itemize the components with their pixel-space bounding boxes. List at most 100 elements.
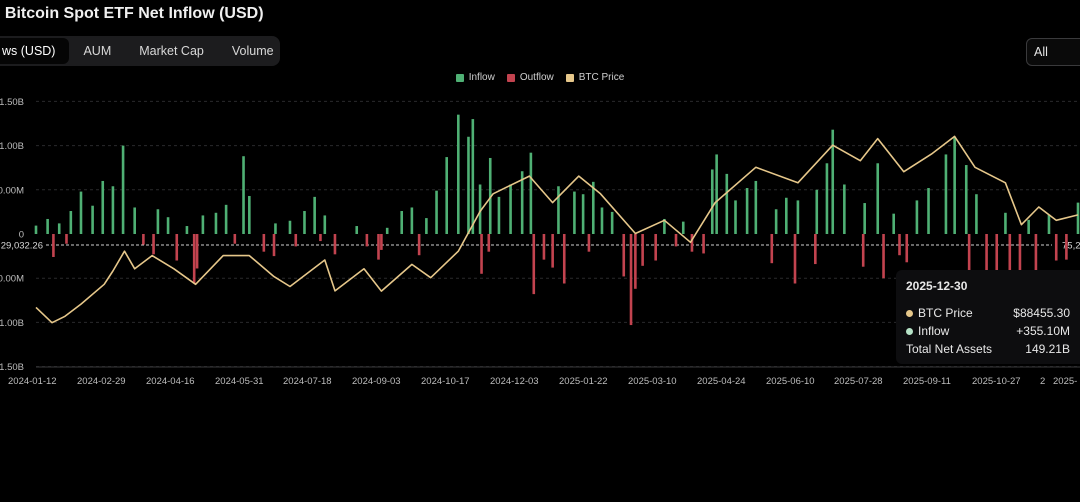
inflow-bar	[467, 136, 470, 234]
inflow-bar	[1076, 202, 1080, 234]
outflow-bar	[793, 234, 797, 284]
inflow-bar	[471, 119, 475, 234]
tab-market-cap[interactable]: Market Cap	[139, 44, 204, 58]
outflow-bar	[674, 234, 678, 247]
tooltip-row-assets: Total Net Assets 149.21B	[906, 342, 1070, 356]
inflow-bar	[715, 154, 718, 234]
x-tick-label: 2024-01-12	[8, 376, 57, 387]
inflow-bar	[953, 136, 956, 234]
range-select[interactable]: All	[1026, 38, 1080, 66]
outflow-bar	[702, 234, 705, 254]
inflow-bar	[831, 129, 835, 234]
inflow-bar	[591, 181, 595, 234]
outflow-bar	[377, 234, 380, 260]
y-tick-label: 1.00B	[0, 318, 24, 329]
outflow-bar	[294, 234, 298, 247]
chart-tooltip: 2025-12-30 BTC Price $88455.30 Inflow +3…	[896, 270, 1080, 364]
x-tick-label: 2024-09-03	[352, 376, 401, 387]
outflow-bar	[333, 234, 337, 255]
x-tick-label: 2024-04-16	[146, 376, 195, 387]
inflow-bar	[400, 211, 404, 234]
x-tick-label: 2025-04-24	[697, 376, 746, 387]
inflow-dot-icon	[906, 328, 913, 335]
outflow-bar	[480, 234, 483, 274]
outflow-bar	[1054, 234, 1058, 261]
outflow-bar	[417, 234, 421, 256]
inflow-bar	[581, 194, 585, 234]
outflow-bar	[898, 234, 901, 256]
metric-tabs: ws (USD) AUM Market Cap Volume	[0, 36, 280, 66]
inflow-bar	[385, 227, 389, 234]
tooltip-inflow-label: Inflow	[918, 324, 950, 338]
legend-inflow-label: Inflow	[468, 72, 495, 83]
outflow-bar	[487, 234, 491, 252]
outflow-bar	[152, 234, 155, 255]
x-tick-label: 2024-05-31	[215, 376, 264, 387]
outflow-swatch	[506, 73, 515, 82]
outflow-bar	[814, 234, 817, 265]
tab-flows[interactable]: ws (USD)	[0, 38, 70, 64]
x-tick-label: 2025-10-27	[972, 376, 1021, 387]
inflow-bar	[111, 186, 115, 234]
x-tick-label: 2025-03-10	[628, 376, 677, 387]
inflow-bar	[944, 154, 948, 234]
inflow-bar	[745, 188, 749, 234]
outflow-bar	[654, 234, 657, 261]
tooltip-price-label: BTC Price	[918, 306, 973, 320]
inflow-bar	[121, 145, 125, 234]
x-tick-label: 2025-09-11	[903, 376, 951, 387]
inflow-bar	[892, 213, 895, 234]
outflow-bar	[551, 234, 554, 268]
inflow-bar	[445, 157, 449, 234]
inflow-bar	[69, 211, 73, 234]
inflow-bar	[600, 207, 604, 234]
tooltip-assets-label: Total Net Assets	[906, 342, 993, 356]
outflow-bar	[142, 234, 145, 245]
inflow-bar	[288, 220, 292, 234]
outflow-bar	[262, 234, 266, 252]
outflow-bar	[985, 234, 988, 271]
outflow-bar	[319, 234, 322, 242]
inflow-bar	[843, 184, 846, 234]
outflow-bar	[690, 234, 694, 252]
inflow-bar	[274, 223, 277, 234]
tab-volume[interactable]: Volume	[231, 44, 274, 58]
inflow-bar	[784, 197, 788, 234]
inflow-bar	[34, 225, 38, 234]
inflow-bar	[79, 191, 83, 234]
legend-btc-price-label: BTC Price	[578, 72, 625, 83]
outflow-bar	[1008, 234, 1012, 303]
price-dot-icon	[906, 310, 913, 317]
outflow-bar	[365, 234, 369, 247]
inflow-bar	[815, 189, 819, 234]
inflow-bar	[457, 114, 460, 234]
inflow-bar	[323, 215, 327, 234]
legend-btc-price[interactable]: BTC Price	[565, 72, 625, 83]
x-tick-label: 2	[1040, 376, 1045, 387]
outflow-bar	[882, 234, 885, 279]
btc-price-swatch	[565, 73, 574, 82]
y-tick-label: 1.50B	[0, 97, 24, 108]
x-tick-label: 2025-	[1053, 376, 1077, 387]
inflow-bar	[774, 209, 778, 234]
tab-aum[interactable]: AUM	[83, 44, 112, 58]
inflow-bar	[46, 218, 49, 234]
inflow-bar	[425, 218, 428, 234]
inflow-bar	[876, 163, 880, 234]
inflow-bar	[610, 211, 614, 234]
inflow-bar	[355, 226, 359, 234]
legend-inflow[interactable]: Inflow	[455, 72, 495, 83]
inflow-bar	[725, 173, 729, 234]
outflow-bar	[861, 234, 865, 267]
x-tick-label: 2024-12-03	[490, 376, 539, 387]
legend-outflow-label: Outflow	[519, 72, 554, 83]
tooltip-price-value: $88455.30	[1013, 306, 1070, 320]
legend-outflow[interactable]: Outflow	[506, 72, 554, 83]
inflow-bar	[497, 196, 501, 234]
inflow-bar	[734, 200, 737, 234]
inflow-bar	[710, 169, 714, 234]
inflow-bar	[825, 163, 829, 234]
outflow-bar	[380, 234, 383, 250]
inflow-swatch	[455, 73, 464, 82]
